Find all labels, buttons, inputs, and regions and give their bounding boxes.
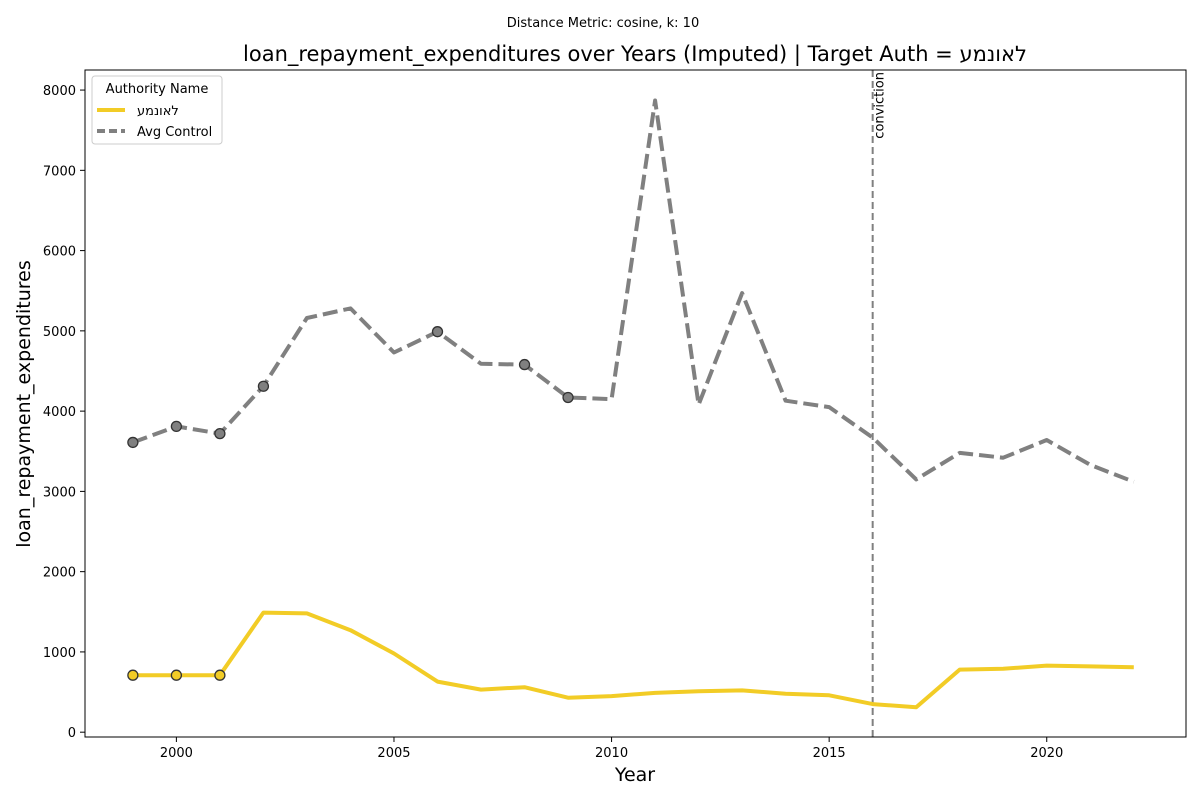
y-tick-label: 2000	[43, 566, 76, 581]
x-tick-label: 2010	[595, 746, 628, 761]
x-tick-label: 2015	[813, 746, 846, 761]
x-tick-label: 2005	[377, 746, 410, 761]
annotation-label: conviction	[873, 72, 888, 139]
series-point	[170, 669, 183, 681]
series-point	[214, 669, 226, 681]
x-axis-label: Year	[614, 764, 655, 786]
plot-frame	[84, 69, 1187, 738]
series-point	[431, 326, 444, 338]
x-tick-label: 2000	[160, 746, 193, 761]
legend-entry: לאונמע	[137, 104, 179, 119]
series-point	[518, 358, 531, 371]
y-tick-label: 7000	[43, 164, 76, 179]
plot-area: conviction	[127, 70, 1135, 737]
series-line	[132, 610, 1134, 710]
x-tick-label: 2020	[1030, 746, 1063, 761]
legend-entry: Avg Control	[137, 125, 212, 140]
series-point	[127, 669, 139, 681]
y-tick-label: 0	[68, 726, 76, 741]
series-point	[257, 380, 270, 392]
legend-box	[91, 75, 223, 145]
series-point	[562, 391, 574, 404]
series-point	[170, 420, 183, 433]
y-tick-label: 1000	[43, 646, 76, 661]
chart-title: loan_repayment_expenditures over Years (…	[243, 42, 1027, 67]
y-tick-label: 3000	[43, 485, 76, 500]
y-tick-label: 6000	[43, 245, 76, 260]
y-tick-label: 5000	[43, 325, 76, 340]
y-axis-label: loan_repayment_expenditures	[13, 260, 35, 548]
y-tick-label: 8000	[43, 84, 76, 99]
series-point	[127, 436, 139, 449]
series-line	[132, 98, 1135, 484]
legend-title: Authority Name	[106, 82, 209, 97]
y-tick-label: 4000	[43, 405, 76, 420]
chart-suptitle: Distance Metric: cosine, k: 10	[507, 16, 699, 31]
legend: Authority Name לאונמע Avg Control	[91, 75, 223, 145]
series-point	[214, 427, 226, 440]
